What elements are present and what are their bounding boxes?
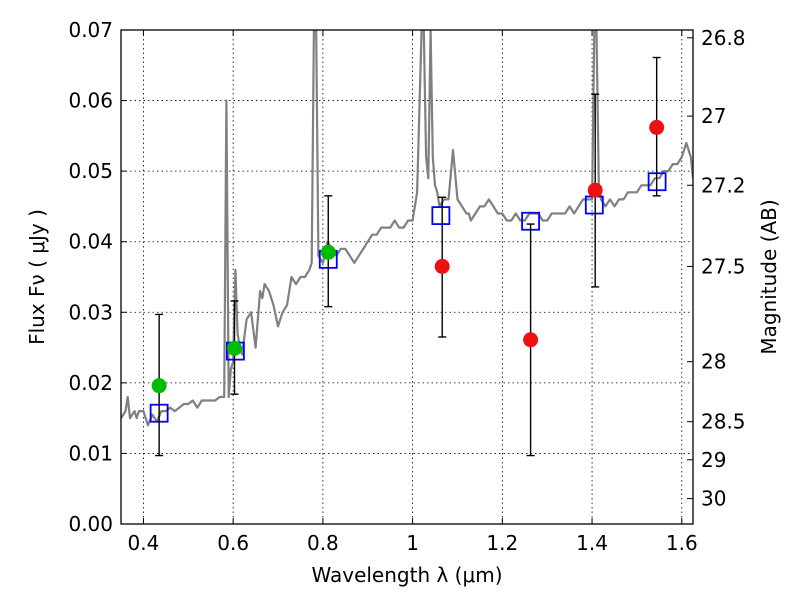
observed-point-red: [523, 332, 539, 348]
y2-tick-label: 27.2: [701, 173, 746, 197]
observed-point-red: [587, 182, 603, 198]
y-tick-label: 0.00: [68, 512, 113, 536]
x-tick-label: 1.6: [666, 531, 698, 555]
x-tick-label: 1.4: [576, 531, 608, 555]
y-axis-label: Flux Fν ( μJy ): [25, 209, 49, 345]
tick-marks: [121, 29, 693, 525]
y-tick-label: 0.06: [68, 89, 113, 113]
grid-lines: [121, 30, 693, 524]
x-axis-label: Wavelength λ (μm): [311, 563, 502, 587]
y2-tick-label: 28: [701, 350, 726, 374]
x-tick-label: 0.4: [128, 531, 160, 555]
y2-tick-label: 27: [701, 104, 726, 128]
y2-tick-label: 26.8: [701, 26, 746, 50]
y-tick-label: 0.05: [68, 159, 113, 183]
y-tick-label: 0.01: [68, 441, 113, 465]
model-point-square: [431, 206, 451, 226]
y-tick-label: 0.03: [68, 300, 113, 324]
observed-point-green: [227, 340, 243, 356]
observed-point-green: [151, 378, 167, 394]
y2-tick-label: 28.5: [701, 410, 746, 434]
x-tick-label: 0.8: [307, 531, 339, 555]
y-tick-label: 0.02: [68, 371, 113, 395]
observed-point-red: [649, 119, 665, 135]
x-tick-label: 1.2: [486, 531, 518, 555]
observed-point-green: [320, 244, 336, 260]
x-tick-label: 0.6: [217, 531, 249, 555]
observed-point-red: [434, 258, 450, 274]
y2-tick-label: 29: [701, 448, 726, 472]
y-tick-label: 0.07: [68, 18, 113, 42]
x-tick-label: 1: [406, 531, 419, 555]
y2-tick-label: 30: [701, 487, 726, 511]
y2-axis-label: Magnitude (AB): [757, 199, 781, 354]
spectrum-line: [121, 30, 693, 427]
plot-frame: [120, 29, 694, 525]
y-tick-label: 0.04: [68, 230, 113, 254]
tick-labels: 0.4 0.6 0.8 1 1.2 1.4 1.6 0.00 0.01 0.02 0.03 0.04 0…: [68, 18, 745, 555]
y2-tick-label: 27.5: [701, 254, 746, 278]
data-layer: [121, 30, 693, 457]
